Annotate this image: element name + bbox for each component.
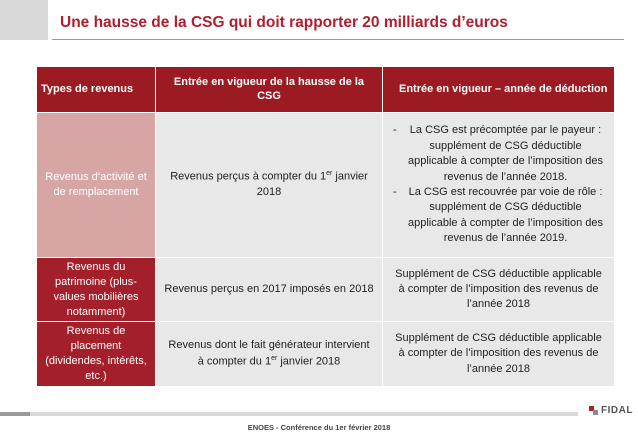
- header-entree-vigueur-hausse: Entrée en vigueur de la hausse de la CSG: [155, 66, 383, 113]
- deduction-cell: Supplément de CSG déductible applicable …: [382, 256, 615, 323]
- table-row: Revenus d’activité et de remplacement Re…: [36, 112, 615, 258]
- deduction-bullet: - La CSG est recouvrée par voie de rôle …: [391, 185, 606, 247]
- corner-decoration: [0, 0, 48, 40]
- logo-mark-icon: [589, 406, 598, 415]
- title-underline: [52, 39, 624, 40]
- header-types-revenus: Types de revenus: [36, 66, 156, 113]
- table-row: Revenus du patrimoine (plus-values mobil…: [36, 256, 615, 323]
- entry-text-end: janvier 2018: [256, 170, 368, 199]
- footer-bar-accent: [0, 412, 30, 416]
- deduction-cell: - La CSG est précomptée par le payeur : …: [382, 112, 615, 258]
- bullet-text: La CSG est précomptée par le payeur : su…: [407, 124, 604, 183]
- footer-text: ENOES - Conférence du 1er février 2018: [247, 423, 391, 432]
- entry-text-end: janvier 2018: [277, 355, 341, 368]
- page-title: Une hausse de la CSG qui doit rapporter …: [60, 14, 508, 31]
- fidal-logo: FIDAL: [589, 404, 633, 418]
- entry-cell: Revenus dont le fait générateur intervie…: [155, 321, 383, 387]
- entry-superscript: er: [271, 354, 278, 362]
- bullet-marker: -: [393, 186, 397, 198]
- logo-text: FIDAL: [601, 405, 633, 416]
- entry-superscript: er: [326, 170, 333, 178]
- category-cell: Revenus du patrimoine (plus-values mobil…: [36, 256, 156, 323]
- entry-text: Revenus perçus à compter du 1: [170, 170, 327, 183]
- header-annee-deduction: Entrée en vigueur – année de déduction: [382, 66, 615, 113]
- bullet-marker: -: [393, 124, 397, 137]
- entry-text: Revenus dont le fait générateur intervie…: [168, 339, 370, 368]
- category-cell: Revenus d’activité et de remplacement: [36, 112, 156, 258]
- table-row: Revenus de placement (dividendes, intérê…: [36, 321, 615, 387]
- category-cell: Revenus de placement (dividendes, intérê…: [36, 321, 156, 387]
- footer-bar: [0, 412, 578, 416]
- table-header-row: Types de revenus Entrée en vigueur de la…: [36, 66, 615, 113]
- deduction-cell: Supplément de CSG déductible applicable …: [382, 321, 615, 387]
- entry-cell: Revenus perçus à compter du 1er janvier …: [155, 112, 383, 258]
- deduction-bullet: - La CSG est précomptée par le payeur : …: [391, 123, 606, 185]
- bullet-text: La CSG est recouvrée par voie de rôle : …: [407, 186, 604, 245]
- csg-table: Types de revenus Entrée en vigueur de la…: [36, 66, 615, 387]
- entry-cell: Revenus perçus en 2017 imposés en 2018: [155, 256, 383, 323]
